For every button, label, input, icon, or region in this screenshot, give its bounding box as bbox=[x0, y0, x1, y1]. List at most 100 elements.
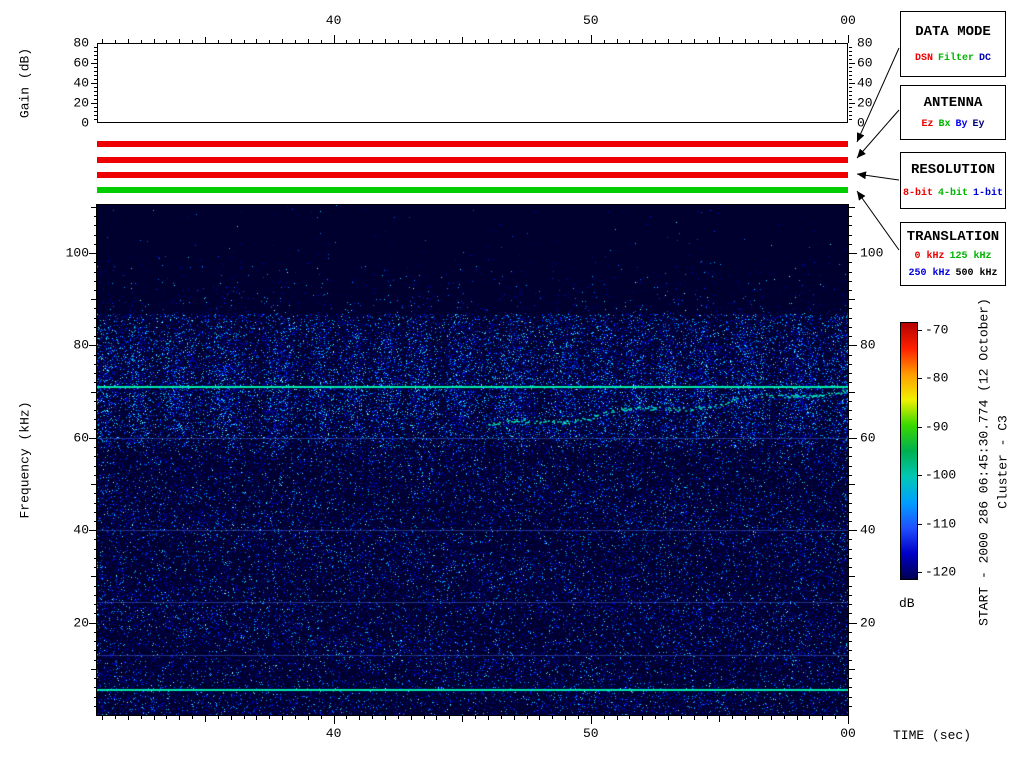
axis-tick bbox=[552, 40, 553, 43]
axis-tick bbox=[166, 40, 167, 43]
axis-tick bbox=[604, 40, 605, 43]
legend-box-data-mode: DATA MODE DSN Filter DC bbox=[900, 11, 1006, 77]
axis-tick bbox=[424, 716, 425, 719]
axis-tick bbox=[694, 716, 695, 720]
time-axis-label: TIME (sec) bbox=[893, 728, 972, 743]
axis-tick bbox=[94, 447, 97, 448]
axis-tick bbox=[771, 39, 772, 43]
axis-tick bbox=[849, 373, 852, 374]
legend-item-filter: Filter bbox=[937, 52, 974, 64]
axis-tick bbox=[94, 586, 97, 587]
axis-tick bbox=[94, 521, 97, 522]
axis-tick bbox=[849, 272, 852, 273]
axis-tick bbox=[94, 67, 97, 68]
axis-tick bbox=[269, 716, 270, 719]
axis-tick bbox=[91, 576, 97, 577]
axis-tick bbox=[218, 40, 219, 43]
y-tick-label: 60 bbox=[860, 430, 876, 446]
axis-tick bbox=[849, 392, 855, 393]
axis-tick bbox=[398, 716, 399, 719]
spacecraft-label: Cluster - C3 bbox=[995, 415, 1011, 509]
axis-tick bbox=[372, 40, 373, 43]
status-bar-resolution bbox=[97, 172, 848, 178]
axis-tick bbox=[849, 107, 852, 108]
y-tick-label: 0 bbox=[81, 115, 89, 131]
axis-tick bbox=[244, 40, 245, 43]
axis-tick bbox=[94, 107, 97, 108]
axis-tick bbox=[849, 484, 855, 485]
axis-tick bbox=[849, 91, 852, 92]
axis-tick bbox=[681, 716, 682, 719]
axis-tick bbox=[269, 40, 270, 43]
axis-tick bbox=[849, 207, 855, 208]
axis-tick bbox=[849, 576, 855, 577]
axis-tick bbox=[822, 39, 823, 43]
axis-tick bbox=[94, 493, 97, 494]
axis-tick bbox=[334, 716, 335, 724]
axis-tick bbox=[849, 244, 852, 245]
y-tick-label: 100 bbox=[65, 245, 89, 261]
axis-tick bbox=[784, 40, 785, 43]
axis-tick bbox=[192, 716, 193, 719]
colorbar-tick-label: -110 bbox=[925, 516, 957, 532]
axis-tick bbox=[462, 716, 463, 722]
axis-tick bbox=[94, 706, 97, 707]
axis-tick bbox=[849, 521, 852, 522]
axis-tick bbox=[94, 235, 97, 236]
axis-tick bbox=[809, 40, 810, 43]
axis-tick bbox=[849, 503, 852, 504]
axis-tick bbox=[128, 39, 129, 43]
axis-tick bbox=[849, 318, 852, 319]
axis-tick bbox=[94, 336, 97, 337]
axis-tick bbox=[578, 40, 579, 43]
axis-tick bbox=[849, 613, 852, 614]
axis-tick bbox=[411, 716, 412, 720]
axis-tick bbox=[94, 697, 97, 698]
axis-tick bbox=[849, 99, 852, 100]
axis-tick bbox=[822, 716, 823, 720]
frequency-axis-label: Frequency (kHz) bbox=[17, 401, 33, 519]
axis-tick bbox=[629, 40, 630, 43]
axis-tick bbox=[849, 262, 852, 263]
axis-tick bbox=[849, 604, 852, 605]
axis-tick bbox=[849, 530, 857, 531]
y-tick-label: 40 bbox=[857, 75, 873, 91]
axis-tick bbox=[94, 51, 97, 52]
axis-tick bbox=[552, 716, 553, 719]
axis-tick bbox=[849, 119, 852, 120]
arrow-resolution bbox=[856, 171, 900, 181]
axis-tick bbox=[849, 447, 852, 448]
y-tick-label: 20 bbox=[857, 95, 873, 111]
axis-tick bbox=[655, 716, 656, 719]
legend-box-translation: TRANSLATION 0 kHz 125 kHz 250 kHz 500 kHz bbox=[900, 222, 1006, 286]
axis-tick bbox=[411, 39, 412, 43]
axis-tick bbox=[849, 466, 852, 467]
axis-tick bbox=[94, 567, 97, 568]
axis-tick bbox=[668, 716, 669, 720]
axis-tick bbox=[179, 716, 180, 720]
axis-tick bbox=[849, 475, 852, 476]
colorbar-units-label: dB bbox=[899, 596, 915, 611]
axis-tick bbox=[94, 225, 97, 226]
axis-tick bbox=[849, 382, 852, 383]
axis-tick bbox=[642, 39, 643, 43]
axis-tick bbox=[809, 716, 810, 719]
axis-tick bbox=[617, 716, 618, 720]
axis-tick bbox=[849, 355, 852, 356]
axis-tick bbox=[604, 716, 605, 719]
axis-tick bbox=[849, 623, 857, 624]
axis-tick bbox=[784, 716, 785, 719]
colorbar-tick bbox=[918, 572, 922, 573]
gain-plot-panel bbox=[97, 43, 848, 123]
axis-tick bbox=[849, 429, 852, 430]
axis-tick bbox=[835, 716, 836, 719]
axis-tick bbox=[94, 111, 97, 112]
axis-tick bbox=[771, 716, 772, 720]
start-time-label: START - 2000 286 06:45:30.774 (12 Octobe… bbox=[976, 298, 992, 626]
axis-tick bbox=[849, 63, 855, 64]
axis-tick bbox=[89, 345, 97, 346]
axis-tick bbox=[372, 716, 373, 719]
legend-item-8-bit: 8-bit bbox=[902, 187, 933, 199]
colorbar-tick-label: -90 bbox=[925, 419, 949, 435]
axis-tick bbox=[308, 39, 309, 43]
